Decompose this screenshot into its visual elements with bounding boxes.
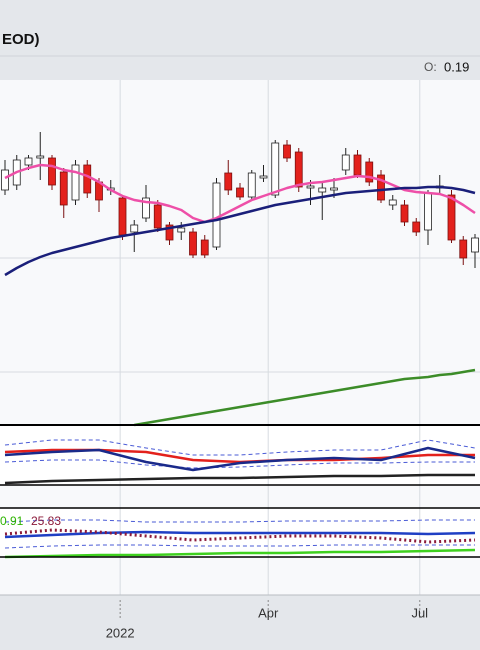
candle-body (459, 239, 468, 259)
candle-body (306, 185, 315, 189)
candle-body (236, 187, 244, 198)
candle-body (48, 157, 56, 186)
candle-body (24, 157, 33, 166)
indicator-line (4, 185, 476, 277)
candle-body (330, 187, 338, 191)
candle-body (212, 182, 221, 248)
panel-gap (0, 485, 480, 508)
candle-body (341, 154, 350, 171)
candle-body (153, 204, 162, 229)
candle-body (130, 224, 139, 233)
candle-body (259, 175, 268, 179)
ohlc-value: 0.19 (444, 59, 469, 74)
header-bar (0, 0, 480, 80)
candle-body (424, 192, 432, 231)
indicator-line (4, 530, 476, 539)
candle-body (189, 231, 197, 256)
indicator-line (4, 459, 475, 469)
candle-body (59, 171, 68, 206)
candle-body (294, 151, 303, 188)
candle-body (447, 194, 456, 241)
readout-value: 0.91 (0, 514, 24, 528)
x-tick-label: Apr (258, 605, 279, 620)
x-tick-label: 2022 (106, 625, 135, 640)
candle-body (318, 187, 327, 193)
chart-title: EOD) (2, 31, 40, 48)
indicator-line (4, 528, 476, 544)
candle-body (200, 239, 209, 256)
candle-body (36, 155, 45, 159)
x-axis-area (0, 595, 480, 650)
indicator-line (4, 473, 475, 485)
indicator-line (4, 544, 475, 549)
candle-body (353, 154, 362, 176)
candle-body (71, 164, 80, 201)
candle-body (412, 221, 421, 233)
candle-body (1, 169, 9, 191)
candle-body (271, 142, 280, 196)
candle-body (400, 204, 409, 223)
candle-body (142, 197, 150, 219)
candle-body (365, 161, 374, 183)
ohlc-label: O: (424, 60, 437, 74)
x-tick-label: Jul (411, 605, 428, 620)
indicator-line (4, 439, 476, 456)
candle-body (247, 172, 256, 198)
indicator-line (4, 519, 475, 523)
main-panel (0, 80, 480, 425)
candle-body (283, 144, 291, 159)
indicator-line (134, 368, 476, 427)
panel-gap (0, 557, 480, 595)
plot (1, 132, 479, 559)
readout-value: 25.83 (31, 514, 61, 528)
candle-body (177, 227, 186, 233)
candle-body (165, 224, 174, 241)
indicator-line (4, 548, 476, 559)
indicator-line (4, 446, 476, 472)
candle-body (118, 197, 127, 236)
candle-body (377, 174, 385, 201)
candle-body (388, 199, 397, 206)
grid (0, 80, 480, 620)
candle-body (83, 164, 92, 194)
candle-body (224, 172, 233, 191)
candle-body (471, 237, 479, 253)
indicator-line (4, 163, 476, 224)
